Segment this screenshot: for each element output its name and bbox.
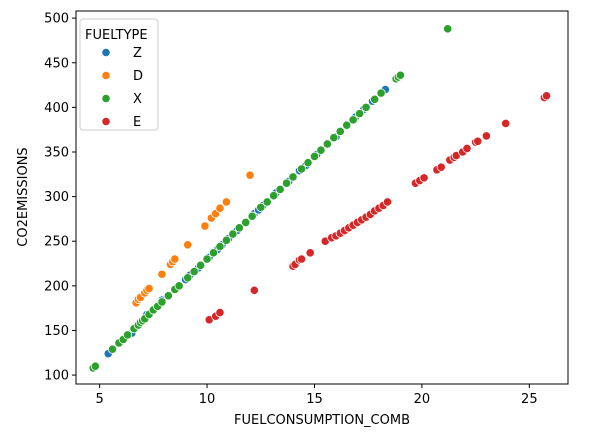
data-point-x: [183, 273, 193, 283]
data-point-x: [296, 164, 307, 174]
data-point-e: [382, 197, 393, 207]
x-tick-label: 15: [306, 392, 323, 407]
data-point-e: [215, 308, 225, 318]
data-point-d: [215, 203, 225, 213]
data-point-d: [183, 240, 193, 250]
y-tick-label: 400: [44, 101, 69, 116]
data-point-e: [462, 143, 472, 154]
data-point-e: [436, 162, 446, 172]
x-axis-label: FUELCONSUMPTION_COMB: [234, 413, 410, 428]
data-point-x: [316, 145, 326, 155]
data-point-x: [189, 266, 199, 277]
x-tick-label: 5: [95, 392, 103, 407]
data-point-x: [90, 361, 100, 371]
data-point-x: [208, 248, 219, 258]
data-point-d: [245, 170, 255, 180]
data-point-x: [370, 94, 380, 104]
data-point-x: [275, 184, 285, 195]
data-point-x: [376, 88, 386, 98]
y-tick-label: 250: [44, 235, 69, 250]
data-point-x: [202, 254, 212, 264]
data-point-x: [196, 260, 206, 270]
points-layer: [88, 24, 552, 373]
legend-marker-z: [101, 47, 111, 58]
data-point-e: [541, 91, 552, 101]
data-point-x: [221, 235, 231, 245]
data-point-x: [342, 120, 352, 130]
data-point-e: [473, 136, 483, 146]
data-point-d: [200, 221, 210, 231]
y-tick-label: 200: [44, 279, 69, 294]
legend-marker-d: [101, 70, 111, 81]
data-point-x: [107, 344, 118, 354]
legend-marker-e: [101, 116, 111, 127]
data-point-x: [322, 139, 332, 149]
data-point-x: [335, 126, 345, 137]
data-point-x: [395, 70, 406, 80]
data-point-x: [443, 24, 453, 34]
data-point-e: [419, 173, 429, 183]
data-point-x: [269, 191, 279, 201]
data-point-e: [481, 131, 491, 141]
legend-label-z: Z: [133, 46, 142, 61]
data-point-x: [354, 109, 365, 119]
y-axis-label: CO2EMISSIONS: [16, 147, 31, 246]
data-point-d: [221, 197, 231, 207]
data-point-x: [234, 223, 244, 233]
data-point-x: [228, 229, 238, 239]
y-tick-label: 450: [44, 56, 69, 71]
data-point-x: [122, 330, 133, 340]
legend-marker-x: [101, 93, 111, 104]
data-point-x: [281, 178, 292, 188]
data-point-x: [303, 158, 313, 168]
data-point-e: [305, 248, 315, 258]
x-tick-label: 25: [521, 392, 538, 407]
data-point-e: [501, 118, 511, 129]
axes-frame: [75, 10, 569, 385]
data-point-x: [288, 172, 298, 182]
data-point-x: [348, 115, 358, 125]
x-tick-label: 10: [199, 392, 216, 407]
data-point-x: [256, 202, 266, 212]
legend-frame: [79, 18, 159, 131]
data-point-x: [241, 217, 251, 228]
y-tick-label: 150: [44, 324, 69, 339]
data-point-e: [249, 285, 259, 295]
y-tick-label: 500: [44, 12, 69, 27]
legend-label-d: D: [133, 69, 143, 84]
data-point-x: [309, 151, 320, 162]
data-point-x: [329, 133, 339, 143]
data-point-x: [215, 241, 225, 252]
legend-label-e: E: [133, 115, 141, 130]
data-point-x: [247, 211, 257, 221]
data-point-x: [157, 297, 167, 307]
axes-layer: 5 10 15 20 25 100 150 200 250 300 350 400 450 500: [44, 10, 569, 407]
data-point-x: [262, 197, 272, 207]
data-point-x: [361, 102, 371, 112]
y-tick-label: 350: [44, 145, 69, 160]
data-point-e: [296, 254, 307, 264]
x-tick-label: 20: [414, 392, 431, 407]
y-tick-label: 100: [44, 369, 69, 384]
data-point-x: [174, 281, 184, 291]
data-point-d: [170, 254, 180, 264]
y-tick-label: 300: [44, 190, 69, 205]
legend-label-x: X: [133, 92, 142, 107]
data-point-d: [157, 269, 167, 279]
data-point-d: [144, 283, 154, 294]
data-point-x: [163, 291, 173, 301]
legend-title: FUELTYPE: [85, 28, 148, 43]
